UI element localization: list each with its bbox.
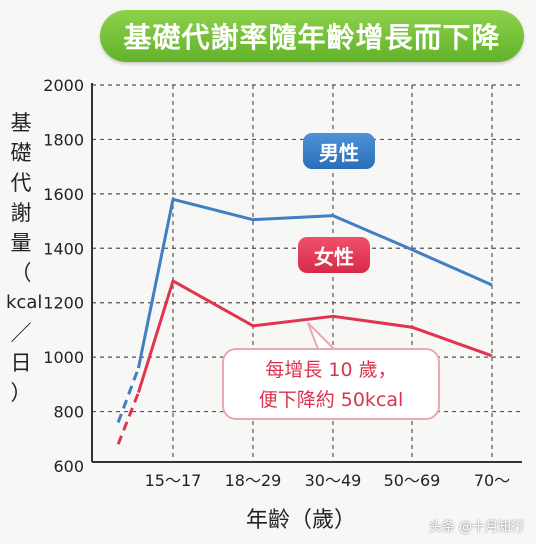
x-tick-label: 18～29 xyxy=(225,471,282,490)
y-axis-label-char: ／ xyxy=(10,321,32,345)
callout-line-2: 便下降約 50kcal xyxy=(258,389,404,411)
y-axis-label-char: 日 xyxy=(10,351,32,375)
x-tick-label: 15～17 xyxy=(145,471,202,490)
y-axis-label-char: （ xyxy=(10,261,32,285)
series-line-female xyxy=(137,279,493,393)
y-axis-label-char: 謝 xyxy=(10,201,32,225)
y-axis-label-char: 基 xyxy=(10,111,32,135)
y-tick-label: 1000 xyxy=(43,348,84,367)
y-axis-label-char: 代 xyxy=(10,171,32,195)
y-tick-label: 2000 xyxy=(43,76,84,95)
series-lines xyxy=(116,197,493,445)
watermark: 头条 @十月知行 xyxy=(428,520,524,535)
y-tick-label: 1400 xyxy=(43,239,84,258)
x-tick-label: 50～69 xyxy=(384,471,441,490)
y-axis-label-char: 量 xyxy=(10,231,32,255)
y-tick-label: 1600 xyxy=(43,185,84,204)
y-axis-label: 基 礎 代 謝 量 （ kcal ／ 日 ） xyxy=(6,108,43,408)
legend-male: 男性 xyxy=(303,133,375,169)
x-axis-label: 年齡（歲） xyxy=(246,508,357,533)
series-lead-in-dashed xyxy=(116,367,140,423)
y-tick-labels: 600 800 1000 1200 1400 1600 1800 2000 xyxy=(43,76,84,476)
series-line-male xyxy=(136,197,493,369)
annotation-callout: 每增長 10 歲， 便下降約 50kcal xyxy=(222,348,440,420)
y-tick-label: 800 xyxy=(53,403,84,422)
callout-line-1: 每增長 10 歲， xyxy=(265,359,397,381)
legend-female: 女性 xyxy=(298,237,370,273)
chart-title: 基礎代謝率隨年齡增長而下降 xyxy=(100,10,524,62)
y-tick-label: 1800 xyxy=(43,130,84,149)
x-tick-label: 30～49 xyxy=(305,471,362,490)
y-tick-label: 1200 xyxy=(43,294,84,313)
y-tick-label: 600 xyxy=(53,457,84,476)
y-axis-label-char: ） xyxy=(10,381,32,405)
y-axis-label-char: 礎 xyxy=(10,141,32,165)
series-lead-in-dashed xyxy=(116,391,140,445)
x-tick-labels: 15～17 18～29 30～49 50～69 70～ xyxy=(145,471,511,490)
axes xyxy=(91,83,522,463)
x-tick-label: 70～ xyxy=(474,471,510,490)
y-axis-label-unit: kcal xyxy=(6,292,43,313)
callout-pointer xyxy=(307,322,335,350)
